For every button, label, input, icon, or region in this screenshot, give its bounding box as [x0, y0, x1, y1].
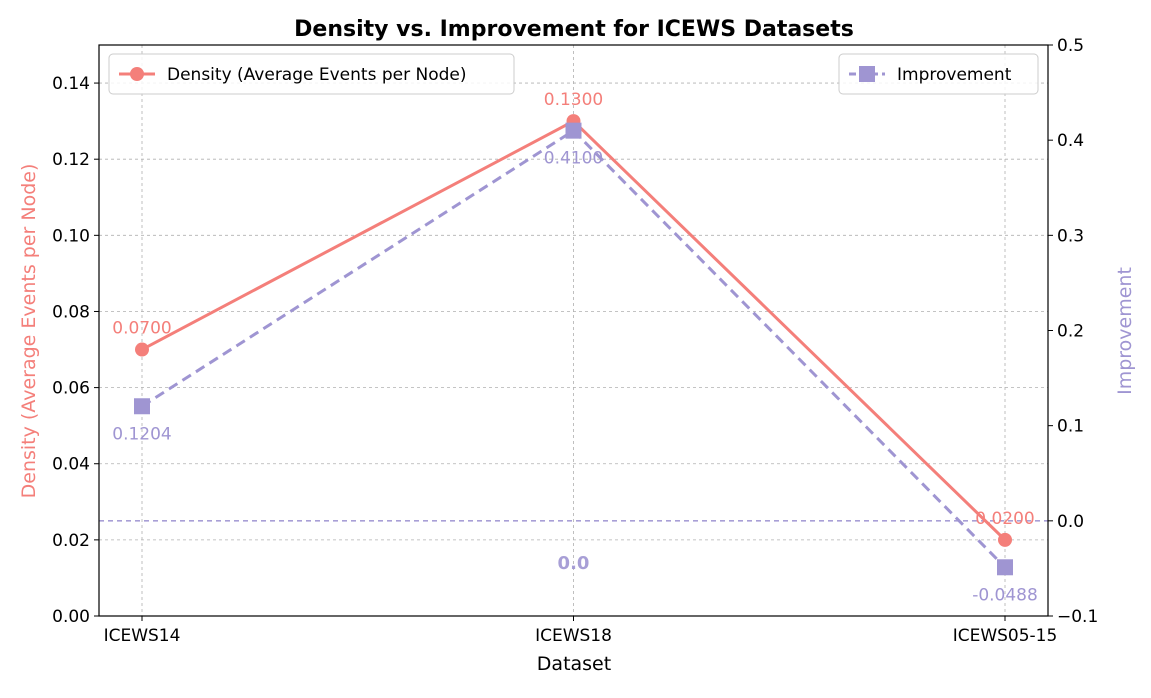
- legend-label: Improvement: [897, 65, 1012, 85]
- improvement-point: [997, 559, 1013, 576]
- left-tick-label: 0.08: [52, 302, 90, 322]
- left-tick-label: 0.12: [52, 150, 90, 170]
- legends: Density (Average Events per Node) Improve…: [108, 53, 1039, 95]
- density-point: [135, 342, 149, 357]
- density-point: [998, 532, 1012, 547]
- axes: ICEWS14 ICEWS18 ICEWS05-15 0.00 0.02 0.04 0.06…: [52, 36, 1098, 646]
- reference-line-label: 0.0: [558, 553, 590, 574]
- improvement-data-label: 0.1204: [112, 424, 171, 444]
- series-improvement: [134, 122, 1013, 576]
- right-axis-label: Improvement: [1114, 267, 1136, 395]
- plot-frame: [98, 44, 1049, 617]
- left-tick-label: 0.10: [52, 226, 90, 246]
- left-tick-label: 0.00: [52, 607, 90, 627]
- reference-line-group: 0.0: [99, 520, 1048, 574]
- left-tick-label: 0.06: [52, 379, 90, 399]
- x-tick-label: ICEWS05-15: [953, 626, 1058, 646]
- improvement-point: [134, 398, 150, 415]
- x-axis-label: Dataset: [537, 653, 611, 675]
- improvement-data-label: -0.0488: [972, 585, 1038, 605]
- x-tick-label: ICEWS18: [535, 626, 612, 646]
- right-tick-label: 0.1: [1057, 417, 1084, 437]
- right-tick-label: 0.3: [1057, 226, 1084, 246]
- legend-box: [838, 53, 1039, 95]
- right-tick-label: 0.0: [1057, 512, 1084, 532]
- left-tick-label: 0.02: [52, 531, 90, 551]
- chart-title: Density vs. Improvement for ICEWS Datase…: [294, 17, 854, 42]
- legend-box: [108, 53, 515, 95]
- legend-improvement: Improvement: [838, 53, 1039, 95]
- right-tick-label: 0.5: [1057, 36, 1084, 56]
- data-labels: 0.0700 0.1300 0.0200 0.1204 0.4100 -0.0488: [112, 90, 1038, 605]
- density-data-label: 0.1300: [544, 90, 603, 110]
- density-data-label: 0.0200: [975, 509, 1034, 529]
- legend-swatch-marker: [859, 66, 875, 82]
- legend-swatch-marker: [130, 67, 144, 81]
- left-axis-label: Density (Average Events per Node): [18, 164, 40, 499]
- x-tick-label: ICEWS14: [104, 626, 181, 646]
- left-tick-label: 0.14: [52, 74, 90, 94]
- left-tick-label: 0.04: [52, 455, 90, 475]
- density-data-label: 0.0700: [112, 319, 171, 339]
- right-tick-label: 0.4: [1057, 131, 1084, 151]
- series-layer: [134, 114, 1013, 576]
- right-tick-label: −0.1: [1057, 607, 1098, 627]
- improvement-point: [565, 122, 582, 139]
- legend-label: Density (Average Events per Node): [167, 65, 466, 85]
- right-tick-label: 0.2: [1057, 322, 1084, 342]
- legend-density: Density (Average Events per Node): [108, 53, 515, 95]
- improvement-data-label: 0.4100: [544, 149, 603, 169]
